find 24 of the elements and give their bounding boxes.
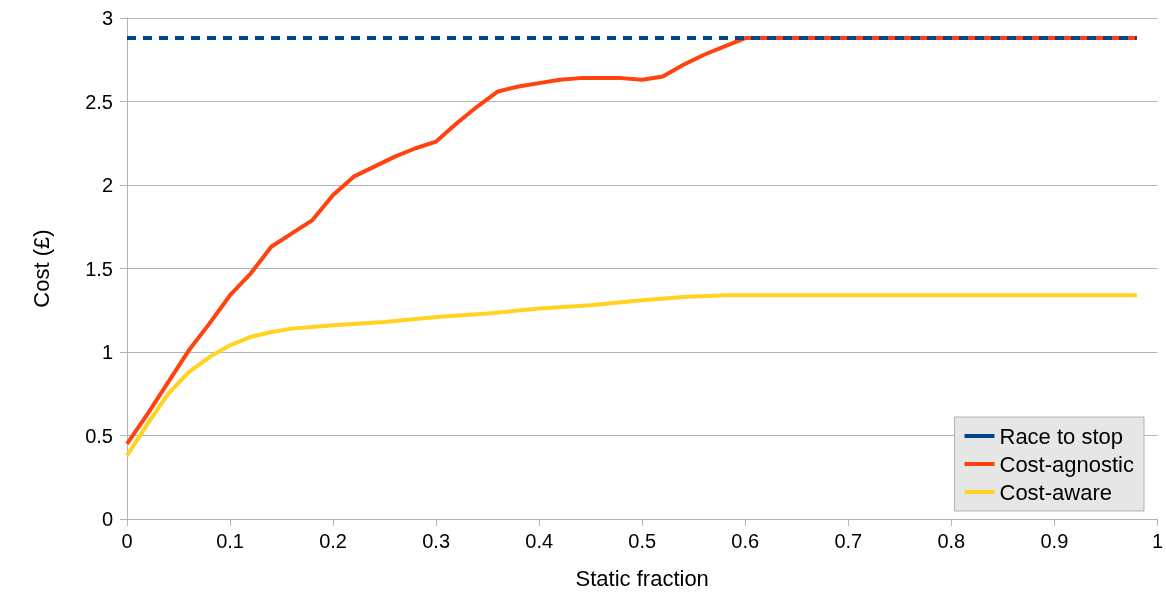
y-axis-title: Cost (£) bbox=[28, 229, 54, 308]
legend-label: Cost-agnostic bbox=[999, 451, 1135, 477]
legend-label: Cost-aware bbox=[999, 479, 1112, 505]
y-tick-label: 0 bbox=[101, 508, 113, 530]
x-tick-label: 0.8 bbox=[937, 530, 966, 552]
x-tick-label: 0.5 bbox=[628, 530, 657, 552]
x-tick-label: 0.9 bbox=[1040, 530, 1069, 552]
x-tick-label: 0.3 bbox=[422, 530, 451, 552]
legend-label: Race to stop bbox=[999, 423, 1124, 449]
x-tick-label: 0 bbox=[121, 530, 133, 552]
x-tick-label: 0.4 bbox=[525, 530, 554, 552]
y-tick-label: 2 bbox=[101, 174, 113, 196]
x-axis-title: Static fraction bbox=[575, 565, 709, 591]
y-tick-label: 1.5 bbox=[85, 257, 113, 280]
x-tick-label: 0.1 bbox=[216, 530, 244, 552]
x-tick-label: 0.2 bbox=[319, 530, 347, 552]
x-tick-label: 0.6 bbox=[731, 530, 760, 552]
line-series bbox=[125, 293, 1139, 458]
y-tick-label: 1 bbox=[101, 341, 113, 363]
x-tick-label: 1 bbox=[1151, 530, 1163, 552]
y-tick-label: 3 bbox=[101, 7, 113, 29]
y-tick-label: 0.5 bbox=[85, 424, 113, 447]
y-tick-label: 2.5 bbox=[85, 90, 113, 113]
x-tick-label: 0.7 bbox=[834, 530, 863, 552]
